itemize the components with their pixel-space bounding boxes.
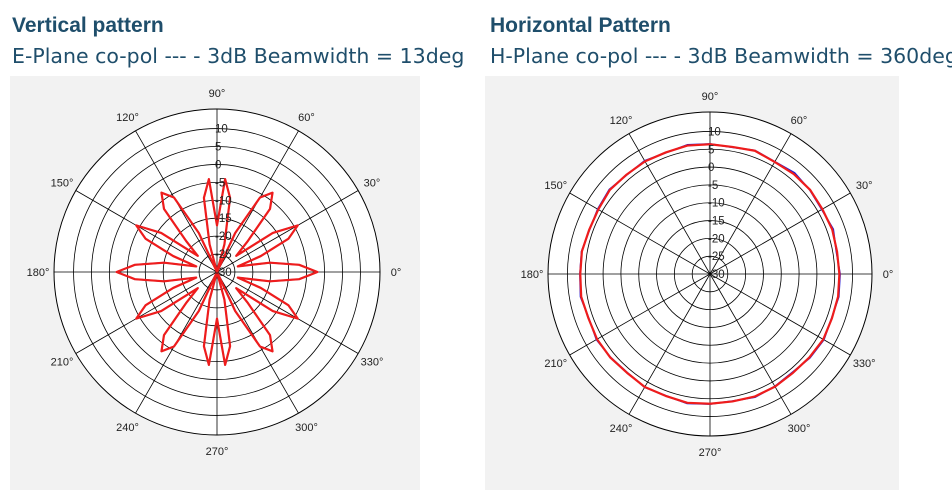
angular-grid-spoke: [216, 190, 359, 273]
angular-grid-spoke: [628, 273, 711, 415]
horizontal-pattern-panel: Horizontal Pattern H-Plane co-pol --- - …: [478, 0, 952, 497]
angular-grid-spoke: [75, 271, 218, 354]
angular-grid-spoke: [75, 190, 218, 273]
radial-tick-label: -10: [215, 195, 232, 207]
angular-grid-spoke: [709, 192, 851, 275]
angular-grid-spoke: [709, 133, 792, 275]
angle-tick-label: 90°: [702, 91, 719, 103]
angle-tick-label: 210°: [544, 358, 567, 370]
radial-tick-label: -30: [708, 269, 725, 281]
angle-tick-label: 240°: [116, 422, 139, 434]
angular-grid-spoke: [569, 273, 711, 356]
radial-tick-label: -20: [708, 233, 725, 245]
angular-grid-spoke: [216, 271, 359, 354]
chart-title: Horizontal Pattern: [490, 14, 671, 37]
series-line-2: [115, 178, 319, 366]
angular-grid-spoke: [709, 273, 792, 415]
angular-grid-spoke: [569, 192, 711, 275]
angle-tick-label: 30°: [856, 180, 873, 192]
radial-tick-label: -10: [708, 198, 725, 210]
angle-tick-label: 300°: [788, 423, 811, 435]
radial-tick-label: -30: [215, 267, 232, 279]
radial-tick-label: -5: [708, 180, 718, 192]
chart-title: Vertical pattern: [12, 14, 164, 37]
radial-tick-label: 0: [215, 159, 221, 171]
angular-grid-spoke: [628, 133, 711, 275]
series-line-2: [579, 143, 841, 405]
angle-tick-label: 0°: [883, 269, 894, 281]
angle-tick-label: 120°: [610, 115, 633, 127]
angle-tick-label: 180°: [27, 267, 50, 279]
radial-tick-label: 5: [708, 144, 714, 156]
angle-tick-label: 30°: [364, 178, 381, 190]
radial-tick-label: 5: [215, 142, 221, 154]
angle-tick-label: 270°: [206, 446, 229, 458]
angular-grid-spoke: [709, 273, 851, 356]
angle-tick-label: 150°: [51, 178, 74, 190]
angle-tick-label: 0°: [391, 267, 402, 279]
chart-subtitle: E-Plane co-pol --- - 3dB Beamwidth = 13d…: [12, 44, 465, 68]
angle-tick-label: 150°: [544, 180, 567, 192]
radial-tick-label: -15: [708, 216, 725, 228]
radial-tick-label: -15: [215, 213, 232, 225]
vertical-pattern-panel: Vertical pattern E-Plane co-pol --- - 3d…: [0, 0, 470, 497]
radial-tick-label: 10: [708, 126, 721, 138]
angle-tick-label: 270°: [699, 447, 722, 459]
angle-tick-label: 60°: [791, 115, 808, 127]
angle-tick-label: 330°: [361, 357, 384, 369]
angle-tick-label: 90°: [209, 88, 226, 100]
chart-subtitle: H-Plane co-pol --- - 3dB Beamwidth = 360…: [490, 44, 952, 68]
angle-tick-label: 120°: [116, 112, 139, 124]
angle-tick-label: 330°: [853, 358, 876, 370]
radial-tick-label: -5: [215, 177, 225, 189]
angle-tick-label: 60°: [298, 112, 315, 124]
polar-chart-vertical: 0° 30° 60° 90° 120° 150° 180° 210° 240° 270° 300° 3…: [27, 88, 402, 458]
angle-tick-label: 240°: [610, 423, 633, 435]
angle-tick-label: 210°: [51, 357, 74, 369]
radial-tick-label: 0: [708, 162, 714, 174]
radial-tick-label: 10: [215, 124, 228, 136]
angle-tick-label: 300°: [295, 422, 318, 434]
angle-tick-label: 180°: [521, 269, 544, 281]
radial-tick-label: -25: [708, 251, 725, 263]
polar-chart-horizontal: 0° 30° 60° 90° 120° 150° 180° 210° 240° 270° 300° 3…: [521, 91, 894, 459]
radial-tick-label: -25: [215, 249, 232, 261]
radial-tick-label: -20: [215, 231, 232, 243]
